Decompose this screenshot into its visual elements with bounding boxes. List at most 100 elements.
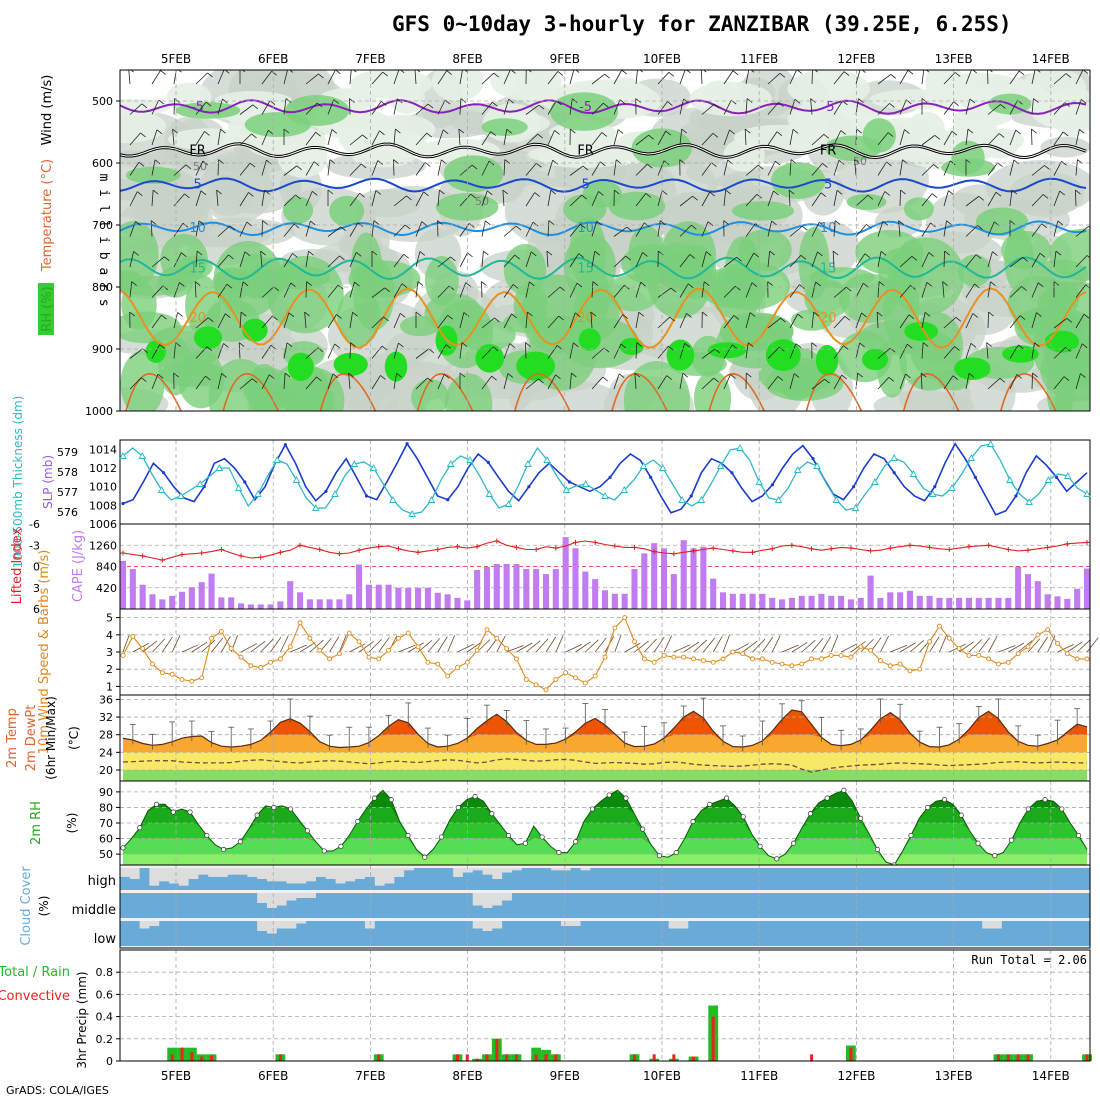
wind-barb — [419, 251, 426, 256]
wind-barb — [811, 312, 815, 329]
wind-barb — [295, 194, 301, 200]
cloud-cell — [629, 868, 640, 890]
cloud-clear-cell — [208, 868, 219, 877]
cloud-cell — [1021, 921, 1032, 946]
wind-barb — [1053, 281, 1060, 286]
y-tick-label: 5 — [106, 612, 113, 625]
wind-barb — [811, 133, 825, 146]
y-tick-label: 0 — [106, 1055, 113, 1068]
wind-barb — [657, 72, 670, 85]
wind-barb — [379, 130, 385, 136]
wind-barb — [701, 251, 707, 268]
wind-barb — [503, 373, 509, 390]
wind-barb — [823, 133, 830, 139]
cape-bar — [926, 595, 933, 609]
wind-barb — [459, 372, 466, 378]
wind-barb — [206, 346, 213, 352]
cloud-clear-cell — [580, 868, 591, 871]
wind-barb — [373, 220, 380, 225]
wind-barb — [129, 281, 133, 298]
cloud-cell — [835, 868, 846, 890]
wind-barb — [709, 191, 716, 197]
cape-bar — [208, 573, 215, 609]
wind-barb — [152, 189, 159, 195]
wind-barb — [217, 129, 221, 146]
wind-barb — [596, 220, 602, 226]
cloud-cell — [404, 893, 415, 918]
wind-speed-point — [612, 625, 618, 631]
slp-point — [446, 498, 450, 502]
cloud-cell — [668, 928, 680, 946]
wind-barb — [679, 313, 687, 329]
cape-bar — [1015, 567, 1022, 609]
cloud-clear-cell — [257, 921, 268, 931]
rh-blob-green — [233, 269, 287, 299]
cloud-cell — [413, 921, 425, 946]
wind-barb — [986, 342, 989, 359]
wind-speed-point — [1055, 640, 1060, 646]
cloud-clear-cell — [306, 893, 317, 898]
wind-barb — [239, 192, 249, 207]
cloud-cell — [462, 893, 474, 918]
wind-speed-point — [661, 652, 667, 658]
wind-barb — [767, 102, 779, 115]
rh-blob-green — [175, 102, 241, 119]
wind-speed-line — [122, 616, 1087, 691]
wind-barb — [590, 311, 597, 317]
precip-convective-bar — [1026, 1054, 1030, 1061]
wind-speed-point — [169, 671, 175, 677]
wind-speed-point — [759, 656, 765, 662]
wind-barb — [228, 254, 234, 260]
wind-barb — [151, 344, 161, 359]
cloud-cell — [747, 868, 758, 890]
wind-barb — [1053, 376, 1065, 390]
wind-barb — [767, 346, 780, 359]
wind-barb — [811, 70, 813, 85]
wind-barb — [547, 315, 560, 329]
wind-barb — [832, 251, 835, 268]
wind-barb — [283, 312, 290, 329]
wind-barb — [458, 128, 465, 134]
surface-wind-barb — [349, 643, 366, 653]
rh-blob-green — [623, 361, 691, 411]
wind-barb — [921, 252, 930, 268]
wind-barb — [745, 312, 751, 329]
precip-convective-bar — [534, 1054, 538, 1061]
cape-bar — [316, 599, 323, 609]
wind-speed-point — [386, 647, 392, 653]
cape-bar — [169, 595, 176, 609]
surface-wind-barb — [781, 644, 799, 653]
wind-barb — [131, 281, 137, 286]
lifted-index-point — [140, 553, 146, 559]
wind-barb — [877, 103, 890, 115]
rh-blob-light — [869, 89, 962, 110]
wind-barb — [198, 220, 205, 226]
cape-bar — [346, 594, 353, 609]
date-label-top: 8FEB — [452, 52, 482, 66]
wind-barb — [899, 189, 901, 207]
lifted-index-point — [1064, 541, 1070, 547]
wind-barb — [920, 373, 923, 390]
wind-barb — [283, 253, 293, 268]
wind-barb — [855, 283, 864, 298]
wind-barb — [293, 223, 300, 229]
wind-barb — [548, 220, 555, 225]
wind-barb — [129, 103, 143, 115]
cape-bar — [493, 563, 500, 609]
wind-barb — [525, 281, 530, 298]
cloud-clear-cell — [306, 868, 317, 882]
wind-barb — [867, 194, 874, 200]
wind-barb — [557, 71, 564, 76]
wind-barb — [305, 221, 311, 237]
wind-barb — [459, 98, 462, 115]
wind-barb — [1009, 100, 1018, 115]
cloud-cell — [413, 868, 425, 890]
wind-barb — [304, 311, 310, 317]
wind-barb — [613, 284, 625, 298]
wind-barb — [987, 191, 997, 207]
wind-barb — [811, 281, 816, 298]
wind-barb — [833, 130, 842, 146]
wind-barb — [248, 192, 254, 197]
wind-barb — [858, 98, 864, 104]
cloud-cell — [1060, 893, 1072, 918]
